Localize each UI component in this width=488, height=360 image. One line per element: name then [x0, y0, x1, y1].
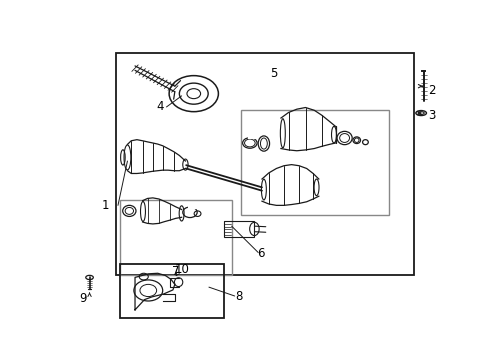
- Text: 2: 2: [427, 84, 434, 97]
- Text: 3: 3: [427, 109, 434, 122]
- Bar: [120, 200, 231, 275]
- Text: 10: 10: [174, 262, 189, 276]
- Text: 4: 4: [156, 100, 164, 113]
- Bar: [116, 53, 413, 275]
- Text: 9: 9: [79, 292, 87, 305]
- Bar: [120, 264, 224, 318]
- Bar: [224, 221, 254, 237]
- Text: 6: 6: [257, 247, 264, 260]
- Text: 5: 5: [269, 67, 277, 80]
- Text: 8: 8: [234, 289, 242, 302]
- Text: 1: 1: [102, 199, 109, 212]
- Text: 7: 7: [171, 265, 179, 278]
- Bar: [241, 110, 388, 215]
